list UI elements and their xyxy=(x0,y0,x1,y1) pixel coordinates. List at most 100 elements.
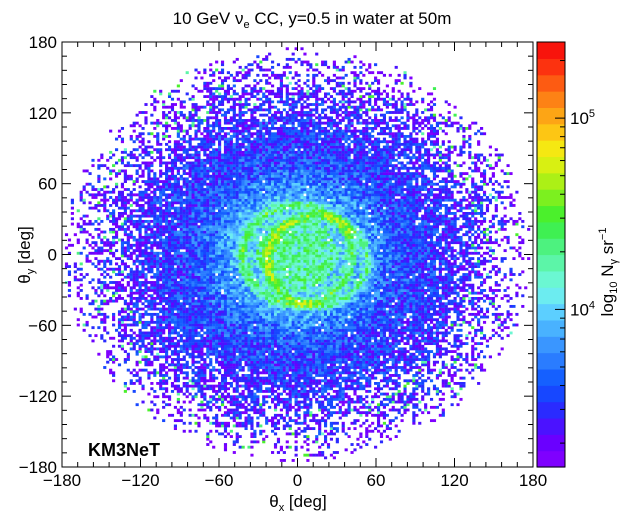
heatmap-cell xyxy=(123,331,127,335)
heatmap-cell xyxy=(350,371,354,375)
heatmap-cell xyxy=(253,336,257,340)
heatmap-cell xyxy=(427,310,431,314)
heatmap-cell xyxy=(335,304,339,308)
heatmap-cell xyxy=(326,445,331,449)
heatmap-cell xyxy=(273,443,278,446)
heatmap-cell xyxy=(285,403,289,407)
heatmap-cell xyxy=(162,405,166,409)
heatmap-cell xyxy=(259,355,263,359)
heatmap-cell xyxy=(218,323,222,327)
heatmap-cell xyxy=(165,395,169,399)
heatmap-cell xyxy=(150,328,154,332)
heatmap-cell xyxy=(256,344,260,348)
heatmap-cell xyxy=(356,347,360,351)
heatmap-cell xyxy=(306,291,310,295)
heatmap-cell xyxy=(371,336,375,340)
heatmap-cell xyxy=(368,360,372,364)
heatmap-cell xyxy=(253,392,257,396)
heatmap-cell xyxy=(394,302,398,306)
heatmap-cell xyxy=(335,358,339,361)
heatmap-cell xyxy=(135,403,139,407)
heatmap-cell xyxy=(474,342,478,346)
heatmap-cell xyxy=(376,355,381,359)
heatmap-cell xyxy=(406,355,410,359)
heatmap-cell xyxy=(368,294,372,298)
heatmap-cell xyxy=(229,358,233,361)
heatmap-cell xyxy=(418,312,422,316)
heatmap-cell xyxy=(323,440,328,444)
heatmap-cell xyxy=(235,400,239,404)
heatmap-cell xyxy=(300,307,304,311)
heatmap-cell xyxy=(162,400,166,404)
heatmap-cell xyxy=(294,302,298,306)
heatmap-cell xyxy=(109,299,113,303)
heatmap-cell xyxy=(444,352,448,356)
heatmap-cell xyxy=(300,323,304,327)
heatmap-cell xyxy=(453,291,457,295)
heatmap-cell xyxy=(359,411,363,415)
heatmap-cell xyxy=(212,342,216,346)
heatmap-cell xyxy=(362,289,366,292)
heatmap-cell xyxy=(253,283,257,287)
heatmap-cell xyxy=(191,331,195,335)
heatmap-cell xyxy=(418,339,422,343)
heatmap-cell xyxy=(253,328,257,332)
heatmap-cell xyxy=(265,368,269,372)
heatmap-cell xyxy=(412,307,416,311)
heatmap-cell xyxy=(471,336,475,340)
heatmap-cell xyxy=(329,432,334,436)
heatmap-cell xyxy=(394,435,398,438)
heatmap-cell xyxy=(250,363,254,367)
heatmap-cell xyxy=(117,363,122,367)
heatmap-cell xyxy=(271,326,275,330)
heatmap-cell xyxy=(465,334,469,338)
heatmap-cell xyxy=(338,294,342,298)
heatmap-cell xyxy=(259,384,263,388)
heatmap-cell xyxy=(185,342,189,346)
heatmap-cell xyxy=(300,421,304,425)
heatmap-cell xyxy=(170,368,175,372)
heatmap-cell xyxy=(447,286,451,290)
heatmap-cell xyxy=(424,331,428,335)
heatmap-cell xyxy=(218,312,222,316)
heatmap-cell xyxy=(179,419,183,423)
heatmap-cell xyxy=(368,283,372,287)
heatmap-cell xyxy=(259,326,263,330)
heatmap-cell xyxy=(427,342,431,346)
heatmap-cell xyxy=(450,323,454,327)
heatmap-cell xyxy=(294,304,298,308)
heatmap-cell xyxy=(329,323,334,327)
heatmap-cell xyxy=(329,427,334,431)
heatmap-cell xyxy=(244,387,248,391)
heatmap-cell xyxy=(291,302,295,306)
heatmap-cell xyxy=(212,366,216,369)
heatmap-cell xyxy=(368,331,372,335)
heatmap-cell xyxy=(400,347,404,351)
heatmap-cell xyxy=(412,297,416,300)
heatmap-cell xyxy=(403,312,407,316)
heatmap-cell xyxy=(350,334,354,338)
heatmap-cell xyxy=(400,331,404,335)
heatmap-cell xyxy=(238,326,242,330)
heatmap-cell xyxy=(371,400,375,404)
heatmap-cell xyxy=(220,307,225,311)
heatmap-cell xyxy=(350,382,354,385)
heatmap-cell xyxy=(238,352,242,356)
heatmap-cell xyxy=(259,286,263,290)
heatmap-cell xyxy=(271,331,275,335)
heatmap-cell xyxy=(294,297,298,300)
heatmap-cell xyxy=(347,289,351,292)
heatmap-cell xyxy=(397,429,401,433)
heatmap-cell xyxy=(397,384,401,388)
heatmap-cell xyxy=(429,320,434,324)
heatmap-cell xyxy=(170,289,175,292)
heatmap-cell xyxy=(282,326,286,330)
heatmap-cell xyxy=(259,331,263,335)
heatmap-cell xyxy=(403,342,407,346)
heatmap-cell xyxy=(265,326,269,330)
heatmap-cell xyxy=(388,320,392,324)
heatmap-cell xyxy=(335,315,339,319)
heatmap-cell xyxy=(291,387,295,391)
heatmap-cell xyxy=(288,392,292,396)
heatmap-cell xyxy=(247,445,251,449)
